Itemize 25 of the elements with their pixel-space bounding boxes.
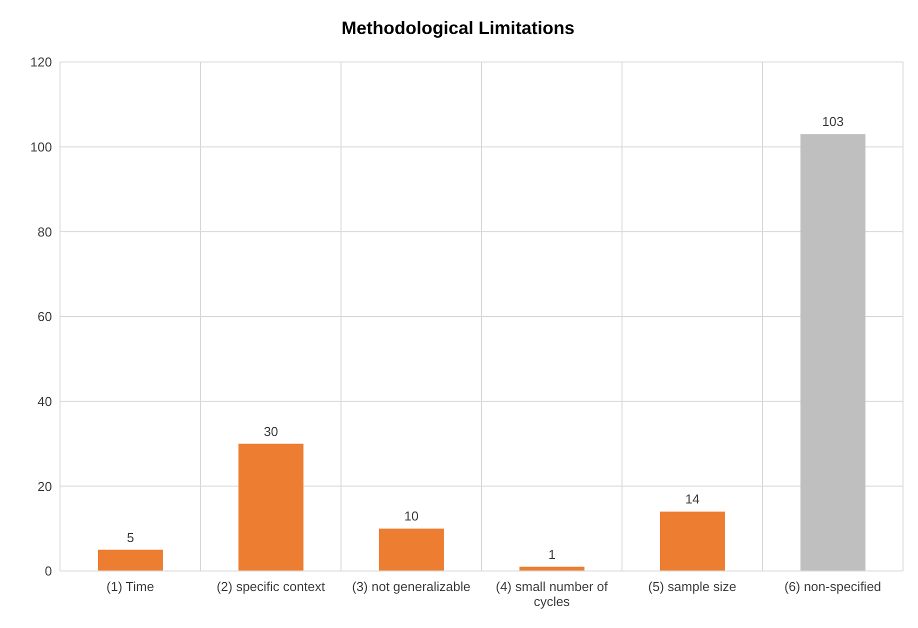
- data-label: 14: [685, 492, 700, 507]
- x-tick-label: (4) small number of cycles: [496, 579, 608, 609]
- y-tick-label: 60: [38, 309, 52, 324]
- x-tick-label: (5) sample size: [648, 579, 736, 594]
- bar: [238, 444, 304, 571]
- bar: [98, 550, 163, 571]
- bar: [378, 528, 444, 571]
- x-tick-label: (1) Time: [106, 579, 154, 594]
- data-label: 10: [404, 508, 419, 524]
- chart-title: Methodological Limitations: [340, 17, 576, 40]
- data-label: 1: [548, 546, 556, 562]
- bar: [800, 134, 866, 571]
- x-tick-label: (6) non-specified: [784, 579, 882, 594]
- data-label: 5: [126, 530, 134, 545]
- y-tick-label: 100: [30, 139, 52, 154]
- x-tick-label: (2) specific context: [216, 579, 326, 594]
- bar: [660, 512, 725, 571]
- data-label: 30: [264, 424, 278, 439]
- y-tick-label: 0: [44, 564, 52, 579]
- x-tick-label: (3) not generalizable: [352, 579, 471, 594]
- y-tick-label: 80: [38, 224, 52, 240]
- y-tick-label: 120: [30, 54, 52, 70]
- data-label: 103: [822, 114, 844, 130]
- y-tick-label: 20: [38, 478, 52, 494]
- y-tick-label: 40: [38, 394, 52, 409]
